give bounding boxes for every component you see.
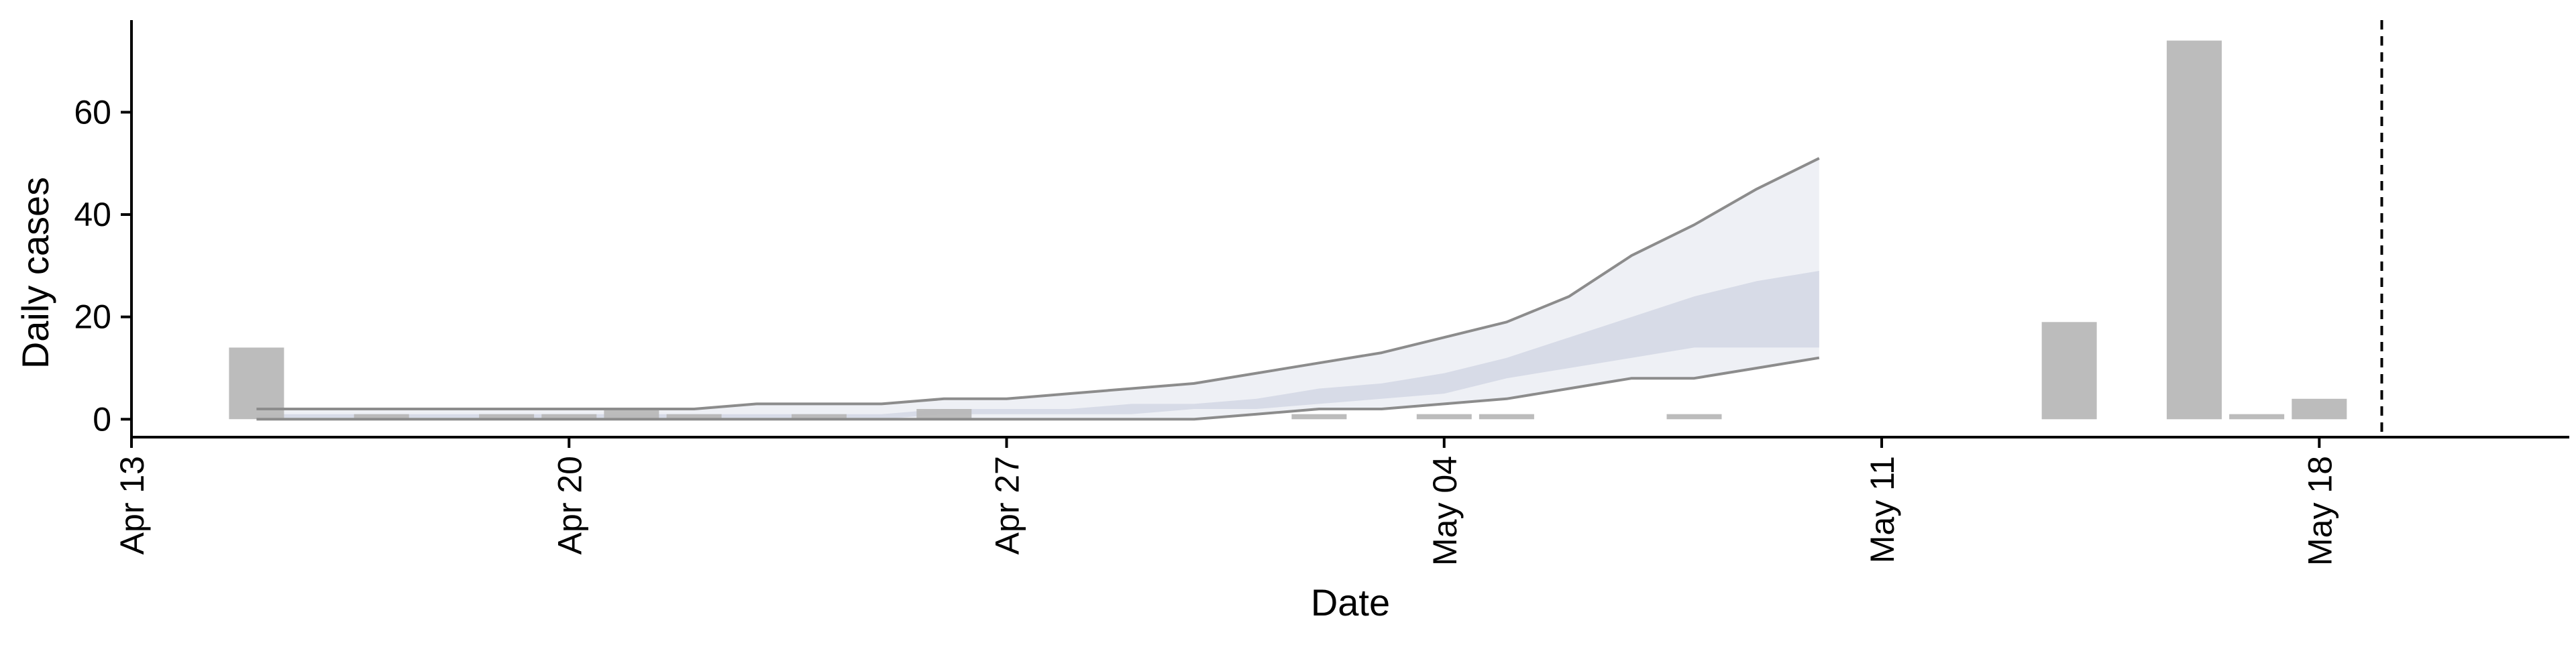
bar — [229, 347, 284, 420]
y-tick-label: 0 — [93, 400, 111, 438]
bar — [2041, 322, 2097, 420]
forecast-upper-line — [256, 157, 1820, 410]
y-tick-label: 60 — [74, 93, 111, 131]
bar — [2229, 414, 2285, 420]
x-tick-label: May 04 — [1426, 456, 1464, 566]
forecast-inner-band — [256, 271, 1819, 420]
bar — [1479, 414, 1534, 420]
x-tick-label: Apr 20 — [551, 456, 588, 554]
forecast-lower-line — [256, 356, 1820, 421]
bar — [792, 414, 847, 420]
forecast-bands-layer — [256, 158, 1819, 420]
bar — [604, 409, 659, 420]
x-tick-label: May 18 — [2301, 456, 2339, 566]
forecast-lines-layer — [256, 157, 1820, 421]
axes-layer: 0 20 40 60 Apr 13 Apr 20 Apr 27 May 04 May 11 May… — [74, 20, 2569, 566]
bar — [916, 409, 972, 420]
bar — [1416, 414, 1472, 420]
bars-layer — [229, 40, 2347, 420]
bar — [666, 414, 722, 420]
y-axis-title: Daily cases — [14, 177, 56, 369]
bar — [2166, 40, 2222, 420]
bar — [541, 414, 597, 420]
bar — [479, 414, 535, 420]
bar — [354, 414, 409, 420]
x-tick-label: Apr 13 — [113, 456, 151, 554]
bar — [1666, 414, 1722, 420]
x-tick-label: Apr 27 — [989, 456, 1026, 554]
bar — [1291, 414, 1347, 420]
y-tick-label: 20 — [74, 298, 111, 336]
forecast-outer-band — [256, 158, 1819, 420]
x-tick-label: May 11 — [1864, 456, 1901, 563]
bar — [2292, 398, 2347, 420]
y-tick-label: 40 — [74, 196, 111, 233]
x-axis-title: Date — [1311, 581, 1390, 624]
